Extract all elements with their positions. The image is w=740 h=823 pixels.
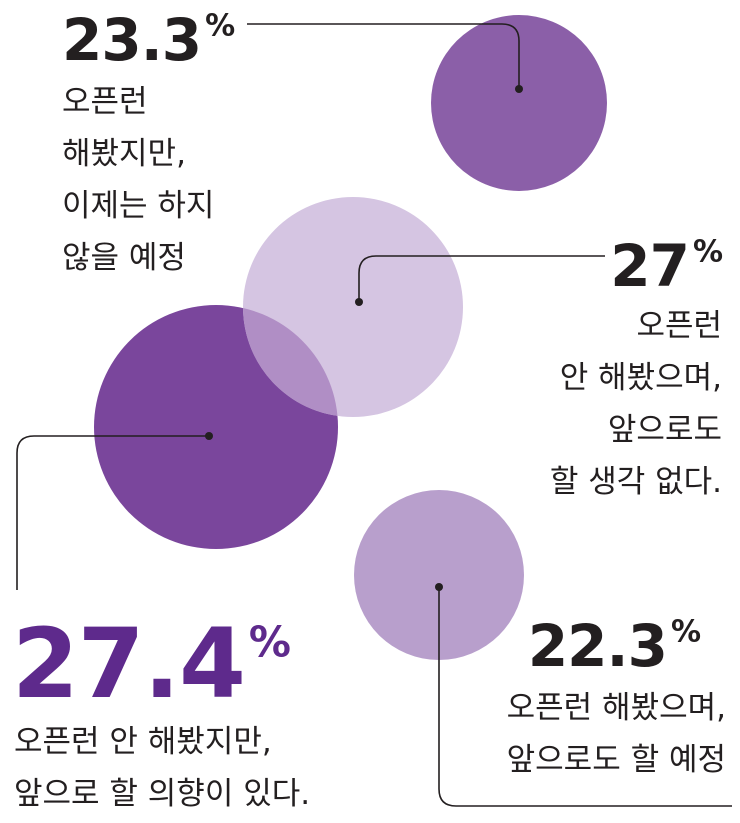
- description-line: 앞으로 할 의향이 있다.: [14, 776, 310, 812]
- description-line: 안 해봤으며,: [560, 360, 722, 396]
- description-line: 할 생각 없다.: [550, 464, 722, 500]
- leader-line-27: [358, 255, 605, 302]
- description-line: 이제는 하지: [62, 188, 214, 224]
- value-number: 27.4: [12, 608, 245, 720]
- leader-dot-23-3: [515, 85, 523, 93]
- value-percent: %: [693, 235, 723, 270]
- value-label-22-3: 22.3%: [528, 612, 701, 680]
- description-line: 오픈런: [636, 308, 722, 344]
- value-label-27: 27%: [610, 232, 723, 300]
- value-number: 22.3: [528, 612, 667, 680]
- bubble-23-3: [431, 15, 607, 191]
- value-number: 23.3: [62, 6, 201, 74]
- leader-dot-22-3: [435, 583, 443, 591]
- value-percent: %: [205, 9, 235, 44]
- value-percent: %: [671, 615, 701, 650]
- description-line: 않을 예정: [62, 240, 186, 276]
- description-line: 오픈런 안 해봤지만,: [14, 724, 272, 760]
- leader-line-23-3: [247, 23, 520, 89]
- leader-line-27-4: [16, 435, 209, 590]
- value-label-27-4: 27.4%: [12, 608, 290, 720]
- description-line: 오픈런 해봤으며,: [507, 690, 726, 726]
- bubble-overlap: [243, 305, 338, 417]
- bubble-22-3: [354, 490, 524, 660]
- description-line: 앞으로도 할 예정: [507, 742, 726, 778]
- value-number: 27: [610, 232, 689, 300]
- leader-dot-27: [355, 298, 363, 306]
- leader-line-22-3: [438, 587, 732, 807]
- leader-dot-27-4: [205, 432, 213, 440]
- value-percent: %: [249, 618, 290, 667]
- value-label-23-3: 23.3%: [62, 6, 235, 74]
- description-line: 앞으로도: [608, 412, 722, 448]
- description-line: 해봤지만,: [62, 136, 186, 172]
- description-line: 오픈런: [62, 84, 148, 120]
